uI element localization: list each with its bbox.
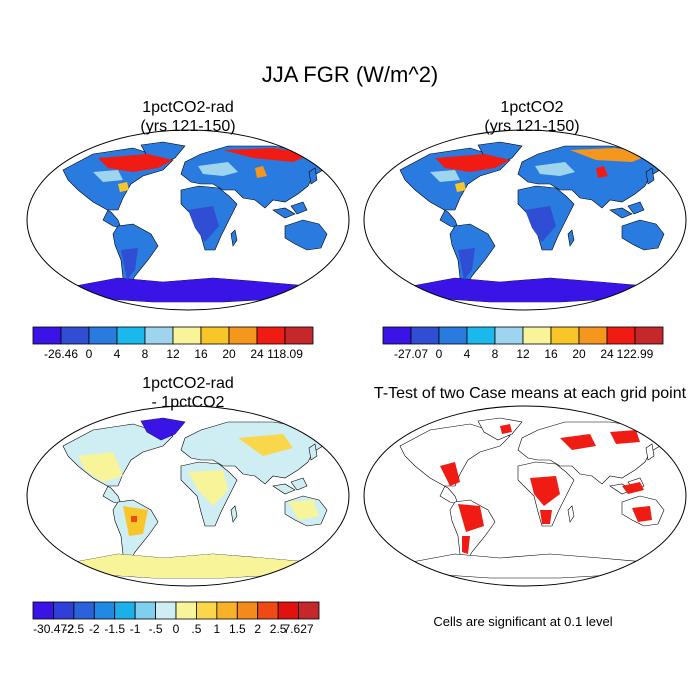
colorbar-3-tick-label: -1 [130,622,141,636]
colorbar-2-tick-label: -27.07 [394,347,428,361]
colorbar-2-swatch [578,326,608,345]
colorbar-1-swatch [172,326,202,345]
colorbar-1-tick-label: 8 [142,347,149,361]
figure-title: JJA FGR (W/m^2) [261,62,439,87]
panel-1-map [26,129,350,311]
panel-4-title: T-Test of two Case means at each grid po… [373,385,687,402]
colorbar-3-swatch [93,601,116,620]
panel-3-map [26,405,350,587]
panel-3-title-line1: 1pctCO2-rad [142,375,234,392]
colorbar-2-swatch [606,326,636,345]
colorbar-3-tick-label: -2 [89,622,100,636]
colorbar-1-swatch [256,326,286,345]
colorbar-3-tick-label: 2 [254,622,261,636]
colorbar-1-swatch [228,326,258,345]
colorbar-3-swatch [73,601,95,620]
colorbar-2-swatch [466,326,496,345]
colorbar-3-swatch [216,601,238,620]
colorbar-2-tick-label: 4 [464,347,471,361]
colorbar-1-tick-label: 16 [194,347,208,361]
colorbar-2-tick-label: 12 [516,347,530,361]
colorbar-3-tick-label: .5 [191,622,201,636]
colorbar-3-swatch [155,601,177,620]
colorbar-3-swatch [257,601,279,620]
colorbar-3-tick-label: -1.5 [104,622,125,636]
colorbar-2-swatch [438,326,468,345]
panel-4-map [363,405,687,587]
colorbar-1-tick-label: 0 [86,347,93,361]
colorbar-3-tick-label: -30.472 [33,622,74,636]
colorbar-1-swatch [88,326,118,345]
colorbar-3-tick-label: 2.5 [270,622,287,636]
panel-2-title-line1: 1pctCO2 [500,99,564,116]
colorbar-1-tick-label: 12 [166,347,180,361]
colorbar-3-swatch [175,601,197,620]
colorbar-2-tick-label: 16 [544,347,558,361]
colorbar-3-swatch [114,601,136,620]
colorbar-2-swatch [410,326,440,345]
panel-2-colorbar: -27.07 0 4 8 12 16 20 24 122.99 [382,326,664,361]
colorbar-3-tick-label: 0 [173,622,180,636]
colorbar-2-tick-label: 0 [436,347,443,361]
colorbar-2-swatch [382,326,412,345]
panel-3-colorbar: -30.472-2.5 -2 -1.5 -1 -.5 0 .5 1 1.5 2 2.57.627 [32,601,320,636]
colorbar-3-swatch [53,601,75,620]
colorbar-3-swatch [298,601,320,620]
colorbar-3-swatch [277,601,299,620]
colorbar-2-swatch [522,326,552,345]
colorbar-1-swatch [32,326,62,345]
colorbar-1-swatch [284,326,314,345]
colorbar-2-swatch [494,326,524,345]
colorbar-1-tick-label: 118.09 [267,347,303,361]
colorbar-3-tick-label: 1 [214,622,221,636]
colorbar-3-swatch [32,601,54,620]
colorbar-2-swatch [634,326,664,345]
colorbar-1-swatch [60,326,90,345]
colorbar-1-tick-label: 24 [250,347,264,361]
colorbar-1-tick-label: -26.46 [44,347,78,361]
colorbar-1-swatch [200,326,230,345]
colorbar-2-swatch [550,326,580,345]
colorbar-2-tick-label: 24 [600,347,614,361]
panel-1-title-line1: 1pctCO2-rad [142,99,234,116]
colorbar-3-swatch [134,601,156,620]
colorbar-1-tick-label: 4 [114,347,121,361]
colorbar-3-tick-label: 7.627 [284,622,314,636]
colorbar-3-swatch [196,601,218,620]
colorbar-3-swatch [236,601,259,620]
colorbar-2-tick-label: 122.99 [617,347,654,361]
colorbar-1-swatch [144,326,174,345]
colorbar-2-tick-label: 8 [492,347,499,361]
colorbar-3-tick-label: -.5 [149,622,163,636]
panel-1-colorbar: -26.46 0 4 8 12 16 20 24 118.09 [32,326,314,361]
colorbar-3-tick-label: 1.5 [229,622,246,636]
colorbar-1-swatch [116,326,146,345]
colorbar-2-tick-label: 20 [572,347,586,361]
colorbar-3-tick-label: -2.5 [64,622,85,636]
panel-2-map [363,129,687,311]
significance-note: Cells are significant at 0.1 level [433,614,613,629]
colorbar-1-tick-label: 20 [222,347,236,361]
